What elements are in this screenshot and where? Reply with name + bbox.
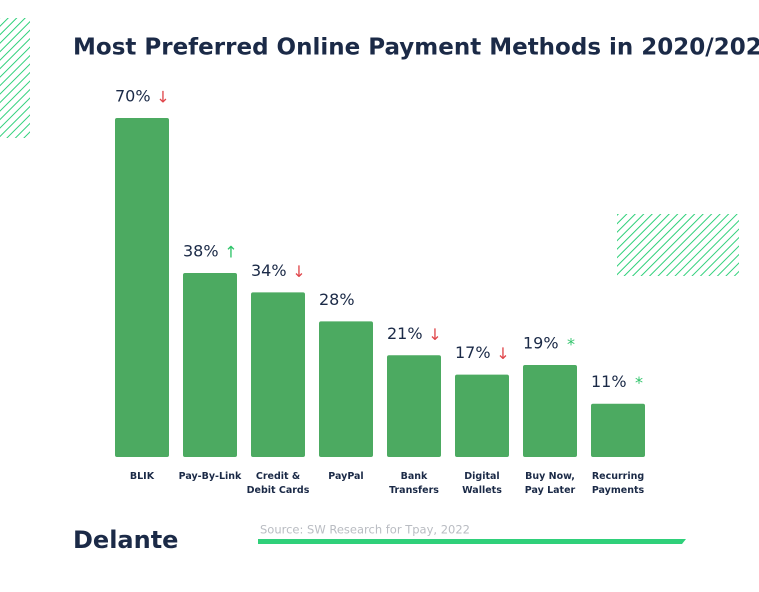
x-tick-label: Recurring Payments <box>591 471 645 496</box>
trend-marker: ↑ <box>224 242 237 261</box>
bar <box>523 364 577 457</box>
trend-marker: * <box>567 334 575 353</box>
trend-marker: ↓ <box>292 262 305 281</box>
value-label: 19% <box>523 333 559 352</box>
value-label: 70% <box>115 87 151 106</box>
bar <box>387 355 441 457</box>
chart-title: Most Preferred Online Payment Methods in… <box>73 35 759 61</box>
trend-marker: ↓ <box>496 344 509 363</box>
decoration <box>617 214 739 276</box>
x-tick-label: BLIK <box>129 471 155 482</box>
source: Source: SW Research for Tpay, 2022 <box>260 523 470 537</box>
bar <box>455 374 509 457</box>
x-tick-label: PayPal <box>328 471 364 482</box>
divider <box>258 539 686 544</box>
value-label: 34% <box>251 261 287 280</box>
bar <box>115 118 169 457</box>
trend-marker: * <box>635 373 643 392</box>
bar <box>591 403 645 457</box>
x-tick-label: Bank Transfers <box>389 471 439 496</box>
value-label: 17% <box>455 343 491 362</box>
trend-marker: ↓ <box>156 88 169 107</box>
decoration <box>0 18 30 138</box>
value-label: 38% <box>183 241 219 260</box>
x-tick-label: Pay-By-Link <box>178 471 242 482</box>
x-tick-label: Credit & Debit Cards <box>246 471 310 496</box>
bar <box>183 272 237 457</box>
value-label: 11% <box>591 372 627 391</box>
trend-marker: ↓ <box>428 325 441 344</box>
x-tick-label: Buy Now, Pay Later <box>524 471 576 496</box>
bar <box>319 321 373 457</box>
value-label: 21% <box>387 324 423 343</box>
x-tick-label: Digital Wallets <box>462 471 502 496</box>
bar <box>251 292 305 457</box>
value-label: 28% <box>319 290 355 309</box>
brand-logo: Delante <box>73 526 178 554</box>
